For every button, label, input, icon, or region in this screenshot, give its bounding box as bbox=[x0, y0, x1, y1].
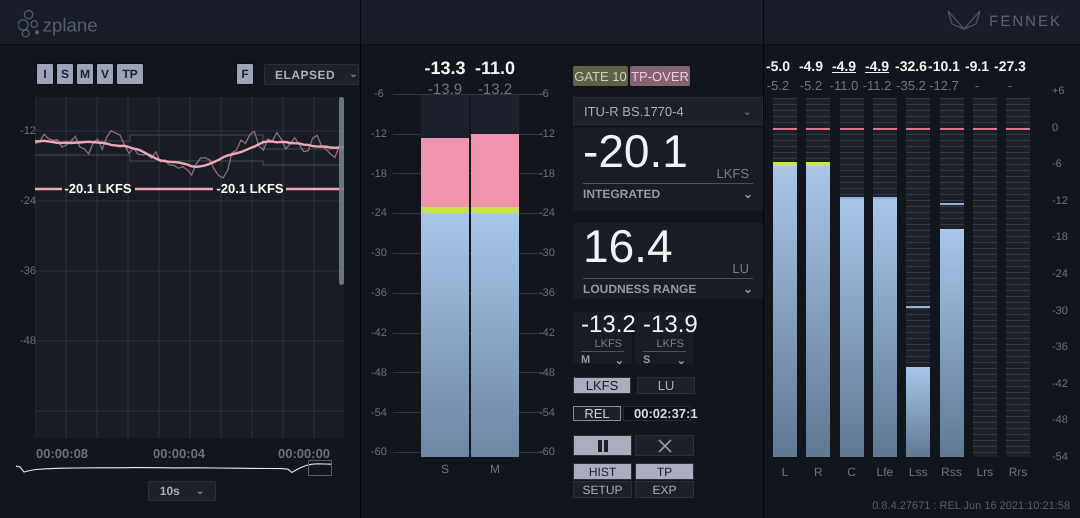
svg-text:-20.1 LKFS: -20.1 LKFS bbox=[216, 181, 284, 196]
svg-text:-20.1 LKFS: -20.1 LKFS bbox=[64, 181, 132, 196]
svg-text:zplane: zplane bbox=[43, 15, 98, 36]
